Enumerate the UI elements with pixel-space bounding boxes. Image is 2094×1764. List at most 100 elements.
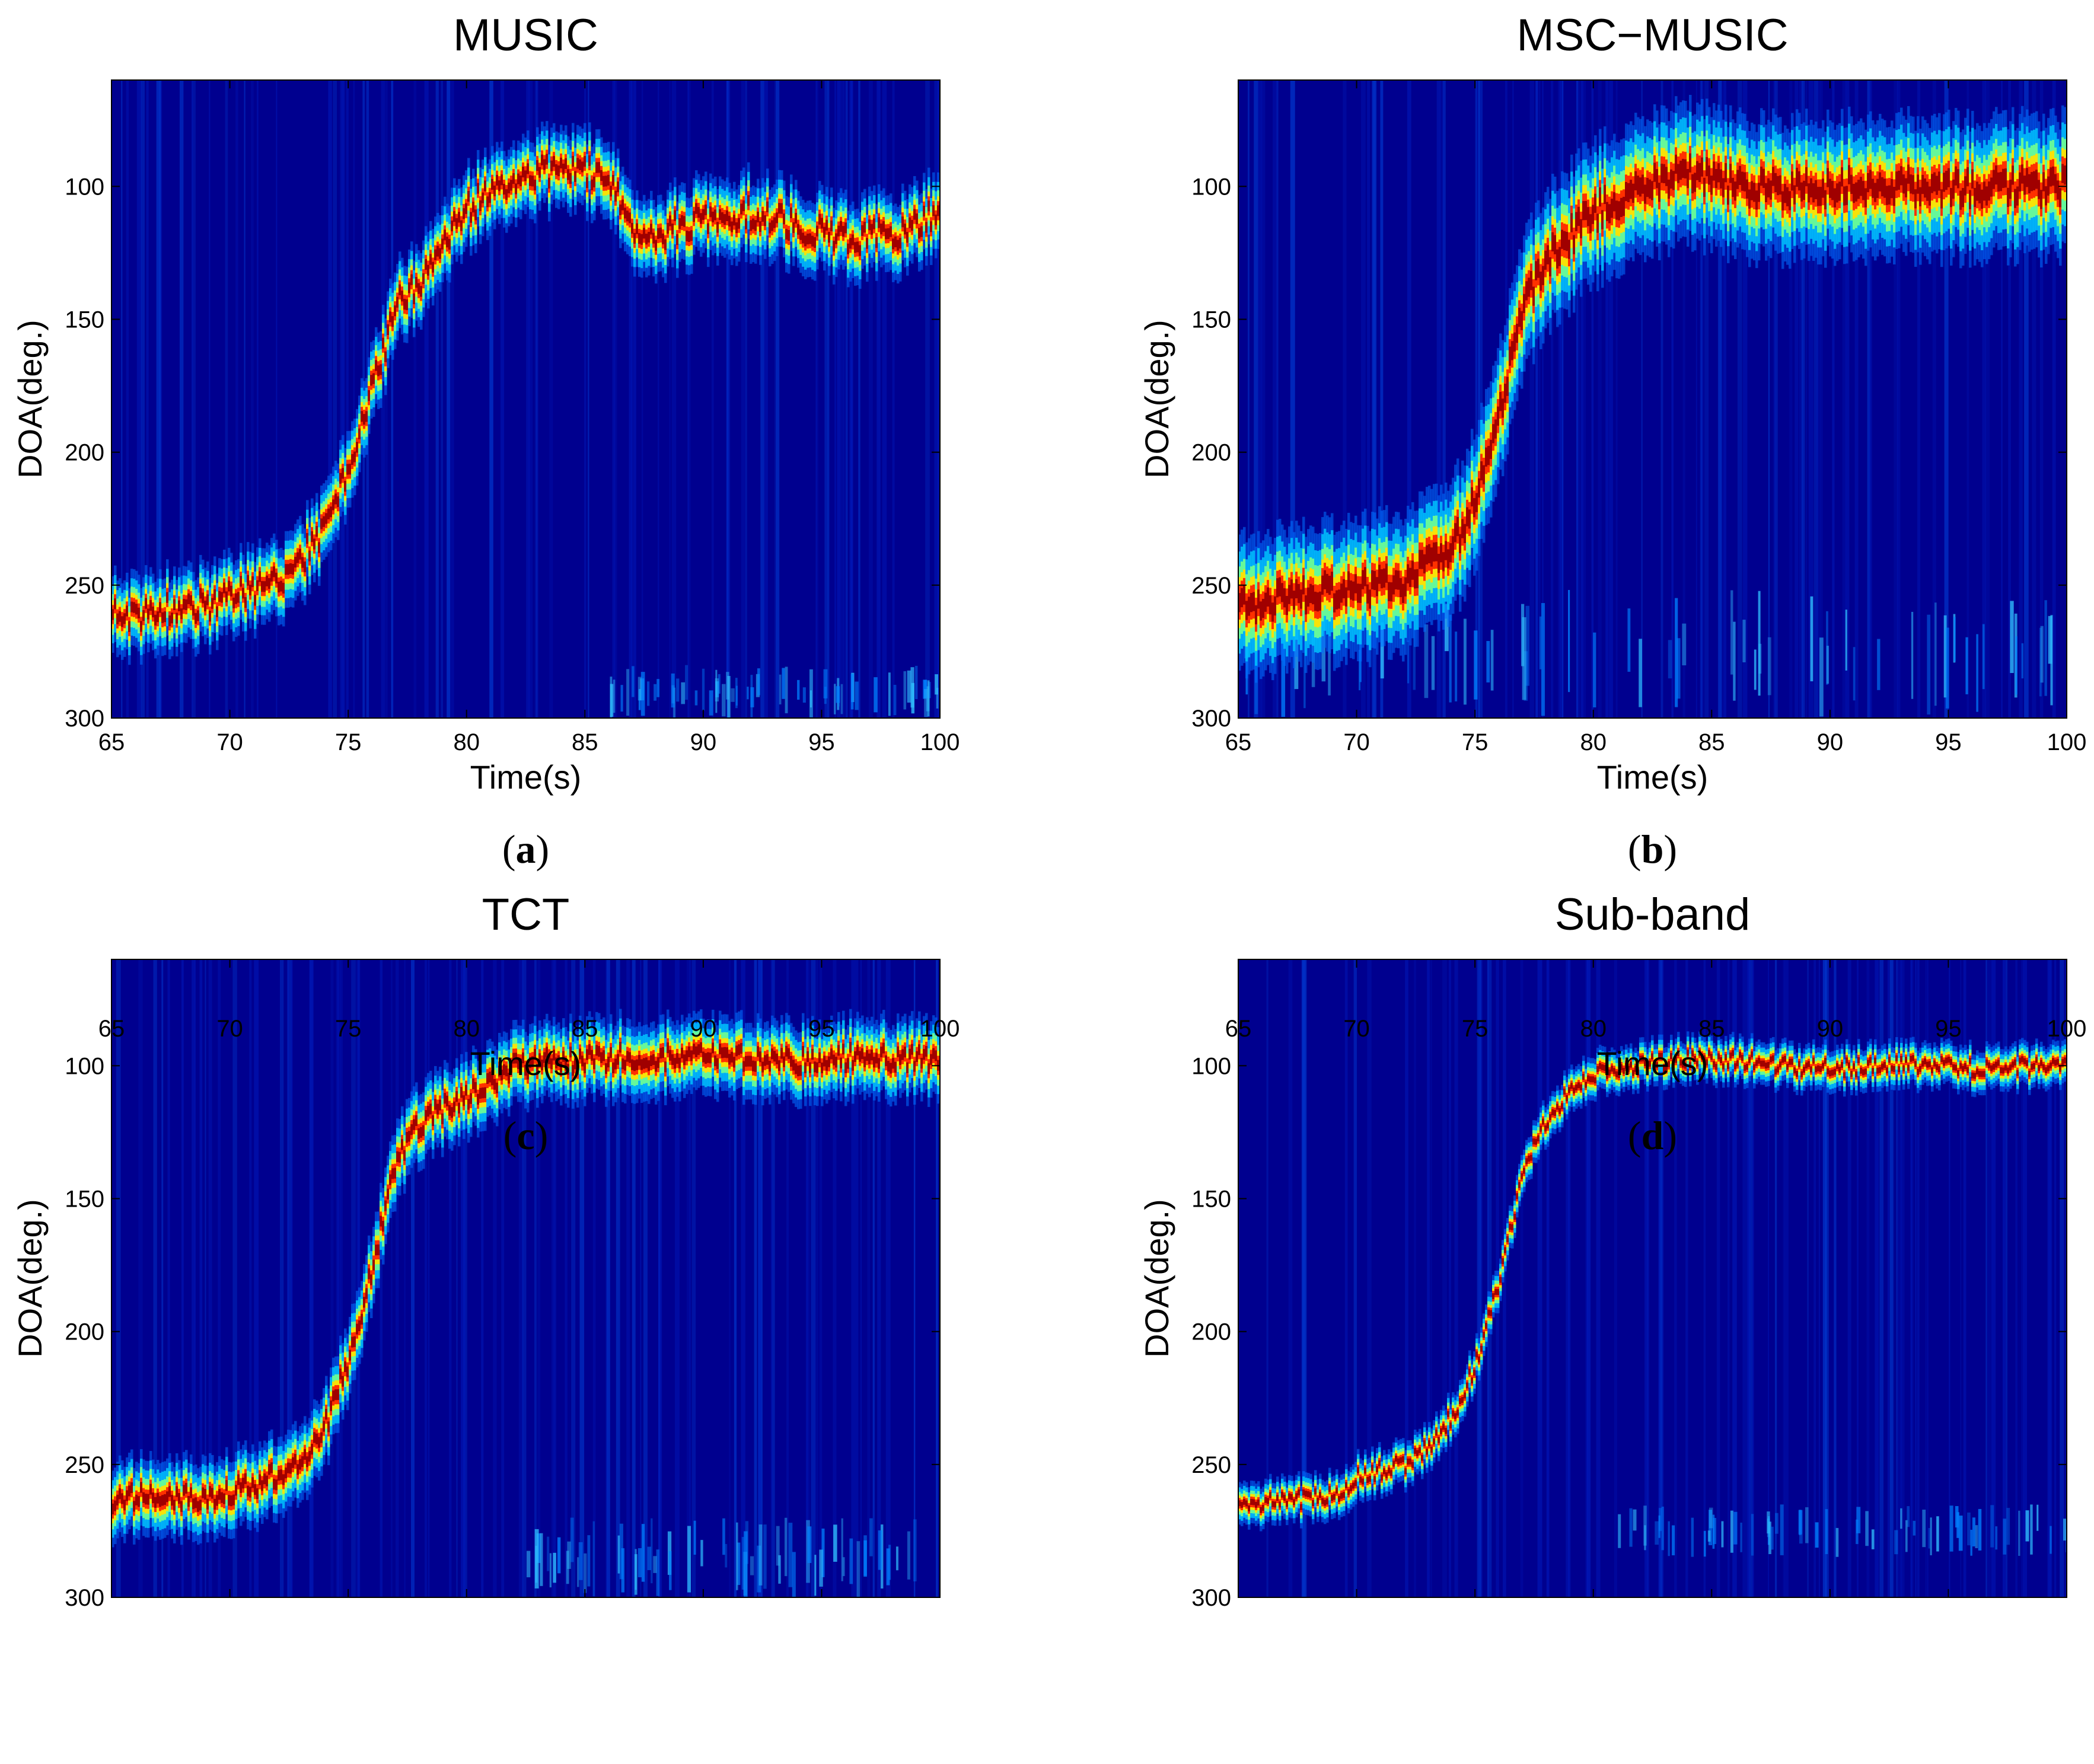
- heatmap-streaks: [1247, 80, 2067, 718]
- caption-letter: b: [1642, 827, 1664, 872]
- x-tick-label: 70: [216, 1016, 243, 1042]
- panel-caption: (d): [1628, 1113, 1677, 1158]
- panel-1: 65 70 75 80 85 90 95 100 100 150 200 250 300 MSC−MUSI…: [1138, 10, 2086, 872]
- noise-band: [610, 665, 939, 718]
- y-tick-label: 300: [1191, 706, 1231, 732]
- x-tick-label: 80: [1580, 1016, 1607, 1042]
- heatmap-plot-area: [1238, 959, 2067, 1597]
- axes-frame: [111, 959, 941, 1598]
- chart-title: Sub-band: [1555, 889, 1751, 940]
- axes-frame: [111, 79, 941, 719]
- y-tick-label: 300: [65, 706, 104, 732]
- heatmap-streaks: [1266, 959, 2067, 1597]
- noise-band: [526, 1517, 917, 1597]
- panel-3: 65 70 75 80 85 90 95 100 100 150 200 250 300 Sub-band…: [1138, 889, 2086, 1611]
- panel-0: 65 70 75 80 85 90 95 100 100 150 200 250 300 MUSIC Tim…: [11, 10, 960, 872]
- y-tick-label: 250: [1191, 573, 1231, 599]
- y-tick-label: 250: [1191, 1452, 1231, 1478]
- x-tick-label: 70: [1343, 1016, 1370, 1042]
- chart-title: MUSIC: [453, 10, 598, 60]
- x-tick-label: 75: [335, 729, 362, 755]
- x-tick-label: 90: [690, 1016, 717, 1042]
- x-tick-label: 100: [920, 729, 960, 755]
- panel-2: 65 70 75 80 85 90 95 100 100 150 200 250 300 TCT Time(…: [11, 889, 960, 1611]
- heatmap-plot-area: [111, 959, 940, 1597]
- y-tick-label: 150: [1191, 307, 1231, 333]
- caption-open: (: [1628, 1113, 1642, 1158]
- x-tick-label: 80: [453, 729, 480, 755]
- x-tick-label: 70: [216, 729, 243, 755]
- y-tick-label: 200: [1191, 440, 1231, 466]
- y-axis-label: DOA(deg.): [11, 1199, 49, 1358]
- noise-band: [1618, 1504, 2067, 1557]
- y-tick-label: 250: [65, 573, 104, 599]
- caption-open: (: [503, 1113, 517, 1158]
- y-tick-label: 200: [65, 440, 104, 466]
- panel-caption: (c): [503, 1113, 549, 1158]
- y-axis-label: DOA(deg.): [1138, 320, 1175, 479]
- x-tick-label: 65: [1225, 1016, 1252, 1042]
- chart-title: TCT: [482, 889, 570, 940]
- y-tick-label: 300: [1191, 1585, 1231, 1611]
- panel-caption: (a): [502, 827, 549, 872]
- x-axis-label: Time(s): [470, 1045, 582, 1082]
- x-tick-label: 95: [1935, 1016, 1962, 1042]
- axes-frame: [1238, 959, 2067, 1598]
- x-tick-label: 95: [808, 729, 835, 755]
- caption-close: ): [535, 1113, 549, 1158]
- x-tick-label: 95: [1935, 729, 1962, 755]
- x-tick-label: 80: [1580, 729, 1607, 755]
- chart-title: MSC−MUSIC: [1516, 10, 1788, 60]
- x-axis-label: Time(s): [470, 758, 582, 796]
- x-tick-label: 65: [98, 1016, 125, 1042]
- x-tick-label: 75: [1462, 1016, 1489, 1042]
- x-tick-label: 70: [1343, 729, 1370, 755]
- axes-frame: [1238, 79, 2067, 719]
- y-tick-label: 150: [65, 307, 104, 333]
- caption-letter: d: [1642, 1113, 1664, 1158]
- y-tick-label: 200: [1191, 1319, 1231, 1345]
- caption-letter: a: [516, 827, 536, 872]
- y-axis-label: DOA(deg.): [11, 320, 49, 479]
- x-tick-label: 90: [1817, 1016, 1844, 1042]
- x-tick-label: 95: [808, 1016, 835, 1042]
- caption-close: ): [1663, 1113, 1677, 1158]
- y-tick-label: 100: [65, 174, 104, 200]
- x-axis-label: Time(s): [1597, 758, 1709, 796]
- caption-close: ): [1663, 827, 1677, 872]
- x-tick-label: 75: [335, 1016, 362, 1042]
- caption-open: (: [1628, 827, 1642, 872]
- x-tick-label: 100: [2047, 1016, 2087, 1042]
- y-tick-label: 250: [65, 1452, 104, 1478]
- x-tick-label: 65: [98, 729, 125, 755]
- y-tick-label: 300: [65, 1585, 104, 1611]
- x-tick-label: 85: [572, 729, 598, 755]
- caption-open: (: [502, 827, 516, 872]
- y-tick-label: 150: [1191, 1186, 1231, 1213]
- x-tick-label: 90: [690, 729, 717, 755]
- x-tick-label: 100: [920, 1016, 960, 1042]
- caption-letter: c: [517, 1113, 534, 1158]
- y-tick-label: 150: [65, 1186, 104, 1213]
- x-tick-label: 85: [1698, 1016, 1725, 1042]
- x-tick-label: 85: [1698, 729, 1725, 755]
- x-tick-label: 75: [1462, 729, 1489, 755]
- x-axis-label: Time(s): [1597, 1045, 1709, 1082]
- y-axis-label: DOA(deg.): [1138, 1199, 1175, 1358]
- caption-close: ): [536, 827, 550, 872]
- y-tick-label: 100: [1191, 174, 1231, 200]
- panel-caption: (b): [1628, 827, 1677, 872]
- noise-band: [1244, 589, 2053, 717]
- heatmap-plot-area: [111, 80, 940, 718]
- x-tick-label: 85: [572, 1016, 598, 1042]
- x-tick-label: 65: [1225, 729, 1252, 755]
- heatmap-plot-area: [1238, 80, 2067, 718]
- y-tick-label: 100: [1191, 1053, 1231, 1079]
- x-tick-label: 100: [2047, 729, 2087, 755]
- peak-track: [111, 1009, 940, 1548]
- heatmap-streaks: [121, 80, 940, 718]
- heatmap-streaks: [116, 959, 940, 1597]
- peak-track: [1238, 95, 2067, 683]
- peak-track: [1238, 1031, 2067, 1532]
